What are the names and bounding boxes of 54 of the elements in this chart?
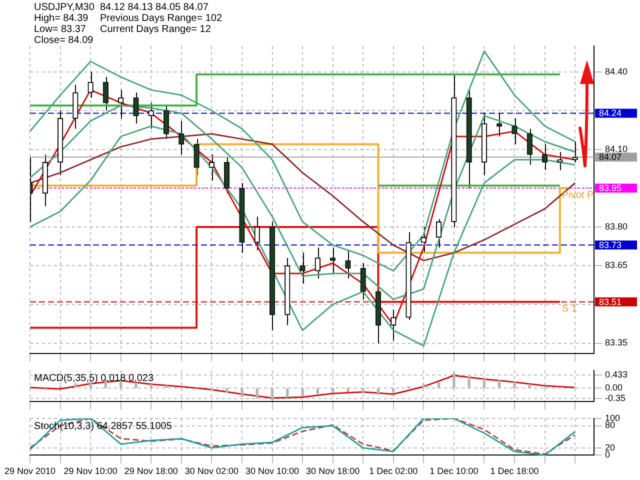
y-tick-label: 84.40	[605, 66, 628, 76]
annotation: S 1	[562, 304, 578, 315]
candlestick	[178, 120, 184, 156]
candlestick	[345, 250, 351, 280]
x-tick-label: 1 Dec 10:00	[430, 466, 478, 476]
text: Current Days Range= 12	[100, 24, 212, 35]
candlestick	[300, 252, 306, 284]
candlestick	[102, 76, 109, 112]
ref-line-label: 83.95	[599, 183, 622, 194]
x-tick-label: 29 Nov 2010	[4, 466, 56, 476]
x-tick-label: 30 Nov 10:00	[245, 466, 300, 476]
candlestick	[133, 92, 139, 124]
candlestick	[360, 262, 366, 300]
y-tick-label: 83.80	[605, 221, 628, 232]
y-tick-label: 0.433	[605, 370, 628, 380]
candlestick	[390, 309, 396, 342]
x-tick-label: 29 Nov 18:00	[124, 466, 178, 476]
bar	[226, 388, 228, 393]
y-tick-label: 100	[605, 412, 620, 423]
annotation: Pivot P	[562, 190, 594, 201]
y-tick-label: 83.65	[605, 260, 628, 270]
ref-line-label: 83.73	[599, 240, 622, 250]
candlestick	[436, 218, 442, 248]
text: Previous Days Range= 102	[100, 12, 222, 24]
text: Low= 83.37	[34, 24, 86, 35]
x-tick-label: 30 Nov 02:00	[184, 466, 238, 476]
candlestick	[314, 247, 321, 280]
y-tick-label: 80	[605, 420, 616, 430]
candlestick	[542, 144, 548, 171]
candlestick	[496, 112, 502, 137]
ref-line-label: 83.51	[599, 296, 622, 307]
candlestick	[194, 138, 200, 176]
chart-title: USDJPY,M30 84.12 84.13 84.05 84.07	[34, 2, 209, 13]
x-tick-label: 30 Nov 18:00	[306, 466, 360, 476]
text: High= 84.39	[34, 12, 89, 24]
y-tick-label: 0	[605, 450, 610, 460]
text: Close= 84.09	[34, 34, 94, 46]
ref-line-label: 84.07	[599, 152, 622, 162]
candlestick	[330, 247, 336, 274]
y-tick-label: 83.35	[605, 338, 628, 348]
x-tick-label: 1 Dec 18:00	[490, 466, 539, 476]
candlestick	[254, 216, 260, 251]
candlestick	[208, 154, 215, 181]
y-tick-label: 20	[605, 442, 616, 452]
ref-line-label: 84.24	[599, 108, 622, 118]
x-tick-label: 1 Dec 02:00	[369, 466, 418, 476]
y-tick-label: 84.10	[605, 144, 628, 154]
candlestick	[526, 128, 532, 166]
candlestick	[512, 118, 518, 145]
candlestick	[88, 71, 94, 98]
candlestick	[163, 104, 170, 140]
x-tick-label: 29 Nov 10:00	[64, 466, 118, 476]
y-tick-label: -0.35	[605, 393, 626, 404]
y-tick-label: 0.00	[605, 382, 623, 393]
